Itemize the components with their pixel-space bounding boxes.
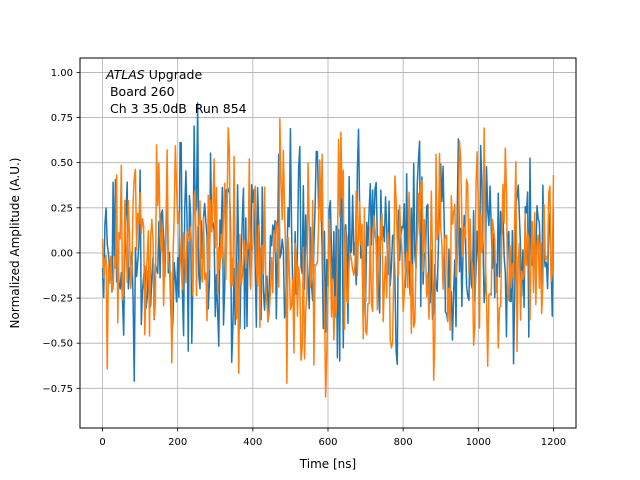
y-tick-label: 0.50	[51, 158, 73, 169]
x-tick-label: 400	[243, 437, 262, 448]
y-tick-label: 0.00	[51, 248, 73, 259]
y-tick-label: 0.75	[51, 113, 73, 124]
annotation-line-2: Board 260	[106, 84, 175, 99]
series-2-line	[101, 118, 555, 398]
series-group	[101, 102, 555, 398]
x-axis-label: Time [ns]	[299, 457, 356, 471]
y-tick-label: −0.75	[42, 384, 73, 395]
annotation-atlas: ATLAS	[105, 67, 145, 82]
x-tick-label: 600	[318, 437, 337, 448]
x-tick-label: 200	[168, 437, 187, 448]
y-tick-label: 1.00	[51, 68, 73, 79]
y-tick-label: −0.25	[42, 294, 73, 305]
annotation-upgrade: Upgrade	[145, 67, 203, 82]
x-tick-label: 800	[394, 437, 413, 448]
annotation: ATLAS Upgrade Board 260 Ch 3 35.0dB Run …	[105, 67, 247, 116]
x-tick-label: 1200	[541, 437, 566, 448]
annotation-line-1: ATLAS Upgrade	[105, 67, 202, 82]
x-tick-label: 0	[99, 437, 105, 448]
annotation-line-3: Ch 3 35.0dB Run 854	[106, 101, 247, 116]
y-tick-label: 0.25	[51, 203, 73, 214]
x-axis: 0 200 400 600 800 1000 1200	[99, 428, 566, 448]
y-axis: −0.75 −0.50 −0.25 0.00 0.25 0.50 0.75 1.00	[42, 68, 80, 395]
y-axis-label: Normalized Amplitude (A.U.)	[8, 158, 22, 329]
y-tick-label: −0.50	[42, 339, 73, 350]
plot-area	[101, 102, 555, 398]
x-tick-label: 1000	[466, 437, 491, 448]
